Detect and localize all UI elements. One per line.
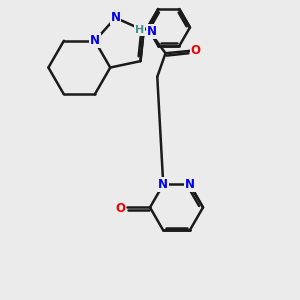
Text: H: H (135, 25, 145, 35)
Text: O: O (190, 44, 200, 57)
Text: N: N (90, 34, 100, 47)
Text: N: N (185, 178, 195, 191)
Text: N: N (147, 25, 157, 38)
Text: N: N (110, 11, 121, 24)
Text: N: N (158, 178, 168, 191)
Text: O: O (116, 202, 126, 214)
